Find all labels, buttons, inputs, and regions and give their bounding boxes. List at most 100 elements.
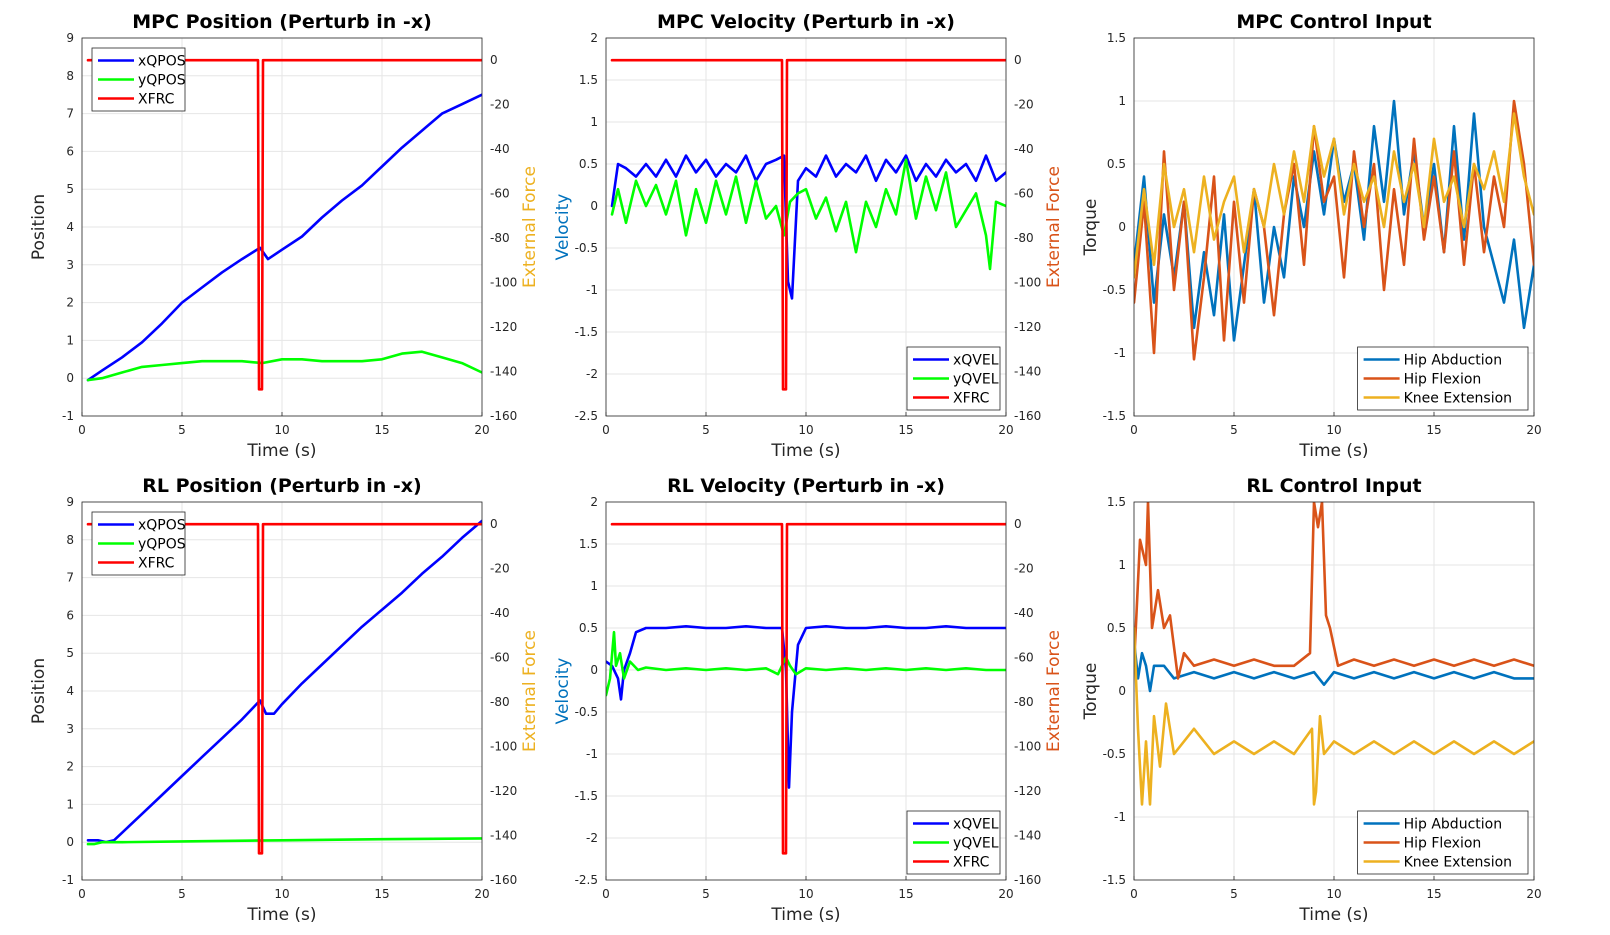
series-line-xqvel [610, 154, 1006, 300]
x-axis-label: Time (s) [770, 441, 840, 461]
x-tick-label: 5 [178, 887, 186, 901]
y-tick-label: -1.5 [1103, 409, 1126, 423]
y-tick-label: 2 [66, 760, 74, 774]
legend-entry: yQVEL [953, 836, 999, 852]
y-right-tick-label: -20 [1014, 562, 1034, 576]
y-tick-label: 4 [66, 684, 74, 698]
series-line-yqpos [86, 350, 482, 382]
legend: xQVEL yQVEL XFRC [906, 810, 1001, 875]
y-right-tick-label: -120 [1014, 320, 1041, 334]
y-tick-label: 6 [66, 144, 74, 158]
y-tick-label: 1 [1118, 94, 1126, 108]
y-right-tick-label: -40 [1014, 142, 1034, 156]
x-tick-label: 0 [78, 423, 86, 437]
chart-title: RL Control Input [1246, 475, 1421, 497]
y-right-axis-label: External Force [520, 630, 540, 752]
y-tick-label: 0.5 [579, 621, 598, 635]
x-axis-label: Time (s) [246, 905, 316, 925]
series-line-xfrc [610, 522, 1006, 855]
y-right-tick-label: -80 [1014, 695, 1034, 709]
x-tick-label: 10 [798, 887, 813, 901]
y-tick-label: 1 [590, 115, 598, 129]
y-tick-label: 2 [66, 296, 74, 310]
x-tick-label: 5 [702, 887, 710, 901]
y-tick-label: -1 [1114, 810, 1126, 824]
series-line-xfrc [610, 58, 1006, 391]
series-line-yqvel [610, 158, 1006, 271]
x-axis-label: Time (s) [770, 905, 840, 925]
legend-entry: xQVEL [953, 817, 999, 833]
rl-velocity-chart: 0 5 10 15 20 -2.5 -2 -1.5 -1 -0.5 0 0.5 1 1.5 2 -160 -14… [553, 475, 1064, 925]
x-tick-label: 10 [274, 423, 289, 437]
series-line-knee-extension [1134, 626, 1534, 806]
y-right-tick-label: -140 [490, 365, 517, 379]
rl-control-chart: 0 5 10 15 20 -1.5 -1 -0.5 0 0.5 1 1.5 RL Control Inp… [1081, 475, 1542, 925]
y-right-tick-label: -160 [1014, 409, 1041, 423]
x-tick-label: 20 [474, 887, 489, 901]
y-right-tick-label: -120 [1014, 784, 1041, 798]
y-tick-label: -2.5 [575, 873, 598, 887]
grid [81, 37, 483, 417]
x-tick-label: 0 [602, 423, 610, 437]
series-line-hip-abduction [1134, 639, 1534, 693]
y-tick-label: 1.5 [579, 537, 598, 551]
mpc-velocity-chart: 0 5 10 15 20 -2.5 -2 -1.5 -1 -0.5 0 0.5 1 1.5 2 -160 -14… [553, 11, 1064, 461]
y-right-tick-label: -40 [490, 606, 510, 620]
chart-title: RL Position (Perturb in -x) [142, 475, 421, 497]
y-right-tick-label: -60 [1014, 651, 1034, 665]
legend-entry: XFRC [953, 855, 990, 871]
y-right-tick-label: -120 [490, 784, 517, 798]
y-axis-label: Velocity [553, 658, 573, 725]
y-right-tick-label: 0 [490, 517, 498, 531]
legend-entry: xQPOS [138, 54, 186, 70]
y-right-tick-label: -160 [1014, 873, 1041, 887]
y-tick-label: -0.5 [575, 241, 598, 255]
y-right-tick-label: -40 [490, 142, 510, 156]
legend-entry: Hip Flexion [1404, 836, 1482, 852]
x-tick-label: 5 [1230, 887, 1238, 901]
y-right-tick-label: 0 [1014, 53, 1022, 67]
y-tick-label: -1 [586, 283, 598, 297]
y-right-tick-label: 0 [490, 53, 498, 67]
rl-position-chart: 0 5 10 15 20 -1 0 1 2 3 4 5 6 7 8 9 -160 -140 -120 -100 -80 -… [29, 475, 540, 925]
y-right-tick-label: -100 [490, 740, 517, 754]
y-right-tick-label: 0 [1014, 517, 1022, 531]
y-tick-label: 3 [66, 722, 74, 736]
y-tick-label: -0.5 [1103, 283, 1126, 297]
x-tick-label: 20 [998, 887, 1013, 901]
x-tick-label: 5 [178, 423, 186, 437]
chart-title: MPC Control Input [1236, 11, 1431, 33]
y-right-tick-label: -80 [490, 695, 510, 709]
series-line-xfrc [86, 58, 482, 391]
legend-entry: Knee Extension [1404, 391, 1512, 407]
x-tick-label: 0 [78, 887, 86, 901]
y-tick-label: 0.5 [1107, 157, 1126, 171]
y-tick-label: 0.5 [1107, 621, 1126, 635]
x-tick-label: 0 [1130, 423, 1138, 437]
y-tick-label: 4 [66, 220, 74, 234]
x-tick-label: 15 [1426, 887, 1441, 901]
y-tick-label: 5 [66, 182, 74, 196]
y-tick-label: 5 [66, 646, 74, 660]
y-tick-label: 0 [1118, 684, 1126, 698]
legend-entry: XFRC [953, 391, 990, 407]
legend-entry: Knee Extension [1404, 855, 1512, 871]
series-line-hip-flexion [1134, 502, 1534, 680]
y-right-tick-label: -160 [490, 873, 517, 887]
y-tick-label: 2 [590, 495, 598, 509]
y-tick-label: 3 [66, 258, 74, 272]
legend-entry: yQVEL [953, 372, 999, 388]
y-right-axis-label: External Force [1044, 630, 1064, 752]
x-axis-label: Time (s) [246, 441, 316, 461]
x-tick-label: 20 [1526, 423, 1541, 437]
y-tick-label: 0.5 [579, 157, 598, 171]
series-line-xqpos [86, 93, 482, 382]
chart-title: MPC Position (Perturb in -x) [132, 11, 432, 33]
y-tick-label: 7 [66, 571, 74, 585]
y-tick-label: 1 [66, 333, 74, 347]
x-tick-label: 15 [1426, 423, 1441, 437]
chart-title: RL Velocity (Perturb in -x) [667, 475, 945, 497]
legend-entry: yQPOS [138, 73, 186, 89]
legend: xQPOS yQPOS XFRC [91, 511, 186, 576]
